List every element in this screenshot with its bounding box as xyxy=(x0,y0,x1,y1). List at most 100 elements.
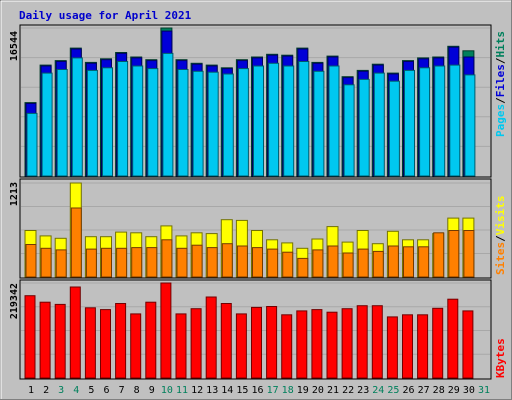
legend-top: Pages/Files/Hits xyxy=(494,31,507,137)
bar-pages-day-6 xyxy=(102,67,113,177)
bar-kbytes-day-24 xyxy=(371,305,383,379)
x-tick-label-25: 25 xyxy=(387,385,399,396)
bar-kbytes-day-8 xyxy=(130,313,142,379)
bar-sites-day-24 xyxy=(372,250,384,278)
x-tick-label-22: 22 xyxy=(342,385,354,396)
bar-sites-day-2 xyxy=(40,247,52,278)
bar-kbytes-day-19 xyxy=(296,310,308,379)
x-tick-label-7: 7 xyxy=(119,385,125,396)
bar-sites-day-16 xyxy=(252,247,263,278)
bar-sites-day-21 xyxy=(327,245,339,278)
bar-pages-day-4 xyxy=(71,57,83,177)
bar-pages-day-19 xyxy=(298,61,310,177)
x-tick-label-29: 29 xyxy=(448,385,460,396)
x-tick-label-31: 31 xyxy=(478,385,490,396)
bar-sites-day-15 xyxy=(236,245,248,278)
bar-pages-day-14 xyxy=(222,73,234,177)
bar-sites-day-3 xyxy=(55,249,67,278)
bar-sites-day-11 xyxy=(176,247,188,278)
bar-kbytes-day-21 xyxy=(326,311,338,379)
x-tick-label-4: 4 xyxy=(73,385,79,396)
y-max-label-top: 16544 xyxy=(9,31,20,61)
bar-kbytes-day-20 xyxy=(311,309,323,379)
bar-kbytes-day-30 xyxy=(462,310,474,379)
x-tick-label-20: 20 xyxy=(312,385,324,396)
bar-pages-day-9 xyxy=(147,68,159,177)
bar-sites-day-4 xyxy=(70,207,82,278)
bar-kbytes-day-3 xyxy=(54,303,66,379)
x-tick-label-14: 14 xyxy=(221,385,233,396)
bar-pages-day-27 xyxy=(419,67,431,177)
bar-sites-day-6 xyxy=(101,247,112,278)
x-tick-label-21: 21 xyxy=(327,385,339,396)
bar-pages-day-12 xyxy=(192,70,204,177)
x-tick-label-15: 15 xyxy=(236,385,248,396)
bar-pages-day-5 xyxy=(86,69,98,177)
x-tick-label-26: 26 xyxy=(402,385,414,396)
bar-sites-day-12 xyxy=(191,244,203,278)
bar-pages-day-26 xyxy=(404,69,415,177)
bar-pages-day-23 xyxy=(358,78,370,177)
x-tick-label-28: 28 xyxy=(433,385,445,396)
bar-pages-day-2 xyxy=(41,72,53,177)
bar-pages-day-29 xyxy=(449,64,461,177)
bar-sites-day-27 xyxy=(418,246,430,278)
x-tick-label-19: 19 xyxy=(297,385,309,396)
bar-sites-day-30 xyxy=(463,230,475,278)
legend-files: Files xyxy=(494,64,507,97)
legend-hits: Hits xyxy=(494,31,507,58)
bar-kbytes-day-29 xyxy=(447,298,459,379)
x-tick-label-8: 8 xyxy=(134,385,140,396)
bar-kbytes-day-7 xyxy=(115,303,127,379)
bar-sites-day-17 xyxy=(267,248,279,278)
bar-sites-day-5 xyxy=(85,248,97,278)
bar-kbytes-day-2 xyxy=(39,301,51,379)
bar-kbytes-day-6 xyxy=(100,309,111,379)
bar-kbytes-day-5 xyxy=(84,307,96,379)
bar-kbytes-day-25 xyxy=(386,316,398,379)
legend-sep-1: / xyxy=(494,97,507,104)
x-tick-label-24: 24 xyxy=(372,385,384,396)
legend-pages: Pages xyxy=(494,104,507,137)
bar-sites-day-22 xyxy=(342,252,354,278)
bar-sites-day-1 xyxy=(25,244,37,278)
bar-pages-day-18 xyxy=(283,65,295,177)
x-tick-label-13: 13 xyxy=(206,385,218,396)
bar-sites-day-8 xyxy=(131,247,143,278)
x-tick-label-27: 27 xyxy=(418,385,430,396)
bar-sites-day-23 xyxy=(357,248,369,278)
bar-pages-day-8 xyxy=(132,65,144,177)
legend-sites: Sites xyxy=(494,242,507,275)
bar-kbytes-day-27 xyxy=(417,314,429,379)
bar-sites-day-14 xyxy=(221,243,233,278)
x-tick-label-18: 18 xyxy=(282,385,294,396)
bar-pages-day-1 xyxy=(26,112,38,177)
bar-kbytes-day-18 xyxy=(281,314,293,379)
legend-visits: Visits xyxy=(494,196,507,236)
legend-sep-2: / xyxy=(494,57,507,64)
bar-kbytes-day-4 xyxy=(69,286,81,379)
x-tick-label-17: 17 xyxy=(267,385,279,396)
bar-pages-day-17 xyxy=(268,62,280,177)
x-tick-label-10: 10 xyxy=(161,385,173,396)
bar-kbytes-day-22 xyxy=(341,308,353,379)
bar-pages-day-3 xyxy=(56,69,68,177)
bar-pages-day-15 xyxy=(237,68,249,177)
bar-kbytes-day-12 xyxy=(190,308,202,379)
x-tick-label-30: 30 xyxy=(463,385,475,396)
bar-sites-day-19 xyxy=(297,257,309,278)
x-tick-label-5: 5 xyxy=(88,385,94,396)
bar-kbytes-day-13 xyxy=(205,296,217,379)
bar-pages-day-24 xyxy=(373,72,385,177)
bar-kbytes-day-15 xyxy=(235,313,247,379)
legend-bottom: KBytes xyxy=(494,338,507,378)
legend-kbytes: KBytes xyxy=(494,338,507,378)
x-tick-label-12: 12 xyxy=(191,385,203,396)
bar-pages-day-16 xyxy=(253,65,264,177)
bar-pages-day-22 xyxy=(343,84,355,177)
bar-pages-day-21 xyxy=(328,65,340,177)
bar-kbytes-day-17 xyxy=(266,306,278,379)
x-tick-label-3: 3 xyxy=(58,385,64,396)
x-tick-label-1: 1 xyxy=(28,385,34,396)
